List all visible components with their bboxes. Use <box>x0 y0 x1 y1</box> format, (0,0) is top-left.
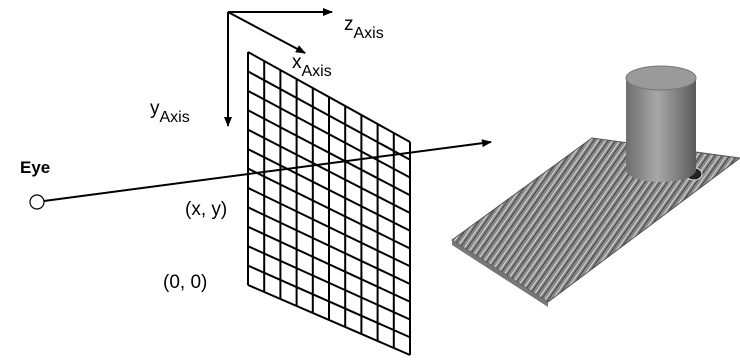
pixel-label: (x, y) <box>185 199 227 220</box>
x-axis-name: x <box>292 52 302 73</box>
cylinder-bottom <box>626 158 696 182</box>
textured-plane <box>452 138 740 302</box>
x-axis-label: xAxis <box>292 52 332 80</box>
cylinder-body <box>626 78 696 170</box>
x-axis-sub: Axis <box>302 63 332 80</box>
cylinder-top <box>626 66 696 90</box>
z-axis-sub: Axis <box>354 25 384 42</box>
y-axis-label: yAxis <box>150 98 190 126</box>
y-axis-sub: Axis <box>160 109 190 126</box>
ray <box>44 142 491 201</box>
y-axis-name: y <box>150 98 160 119</box>
image-plane-grid <box>248 52 410 355</box>
eye-point <box>30 195 44 209</box>
cylinder <box>626 66 696 182</box>
z-axis-name: z <box>344 14 354 35</box>
z-axis-label: zAxis <box>344 14 384 42</box>
x-axis <box>228 12 305 53</box>
page: zAxis xAxis yAxis Eye (x, y) (0, 0) (() … <box>0 0 740 363</box>
origin-label: (0, 0) <box>163 272 207 293</box>
ray-tracing-diagram: zAxis xAxis yAxis Eye (x, y) (0, 0) <box>0 0 740 358</box>
eye-label: Eye <box>20 158 50 177</box>
